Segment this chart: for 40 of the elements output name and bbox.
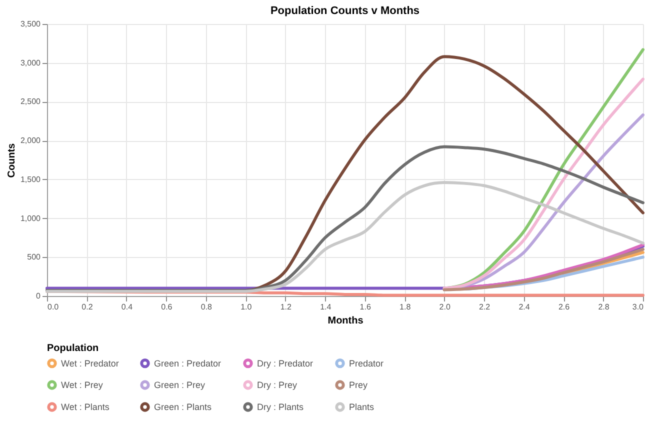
x-tick-label: 1.6 [360,302,372,312]
y-tick-label: 3,500 [20,20,42,28]
x-tick-label: 0.2 [82,302,94,312]
x-tick-label: 1.4 [320,302,332,312]
legend-label: Green : Prey [154,380,206,390]
y-tick-label: 2,000 [20,136,42,146]
legend-label: Plants [349,402,375,412]
x-tick-label: 0.4 [121,302,134,312]
legend-label: Green : Predator [154,358,222,368]
y-tick-label: 1,000 [20,214,42,223]
legend-title: Population [47,343,99,354]
chart-title: Population Counts v Months [270,5,420,17]
legend-label: Wet : Prey [61,380,104,390]
x-tick-label: 0.8 [200,302,213,312]
y-tick-label: 2,500 [20,97,42,106]
x-tick-label: 2.6 [558,302,570,312]
x-tick-label: 2.2 [479,302,491,312]
legend-label: Prey [349,380,368,390]
x-tick-label: 1.0 [240,302,252,312]
x-tick-label: 0.0 [48,302,60,312]
x-tick-label: 1.8 [400,302,412,312]
x-tick-label: 2.8 [598,302,610,312]
y-axis-title: Counts [6,142,18,178]
legend-label: Dry : Prey [257,380,298,390]
legend-label: Dry : Predator [257,358,314,368]
y-tick-label: 3,000 [20,58,42,68]
legend-label: Dry : Plants [257,402,304,412]
x-tick-label: 1.2 [280,302,292,312]
y-tick-label: 0 [36,292,42,300]
y-tick-label: 1,500 [20,174,42,184]
x-axis-title: Months [328,316,364,326]
y-tick-label: 500 [27,252,42,262]
x-tick-label: 2.4 [518,302,530,312]
legend-label: Wet : Predator [61,358,119,368]
legend-label: Wet : Plants [61,402,110,412]
x-tick-label: 3.0 [632,302,644,312]
legend-label: Green : Plants [154,402,212,412]
x-tick-label: 2.0 [439,302,451,312]
legend-label: Predator [349,358,384,368]
x-tick-label: 0.6 [161,302,173,312]
